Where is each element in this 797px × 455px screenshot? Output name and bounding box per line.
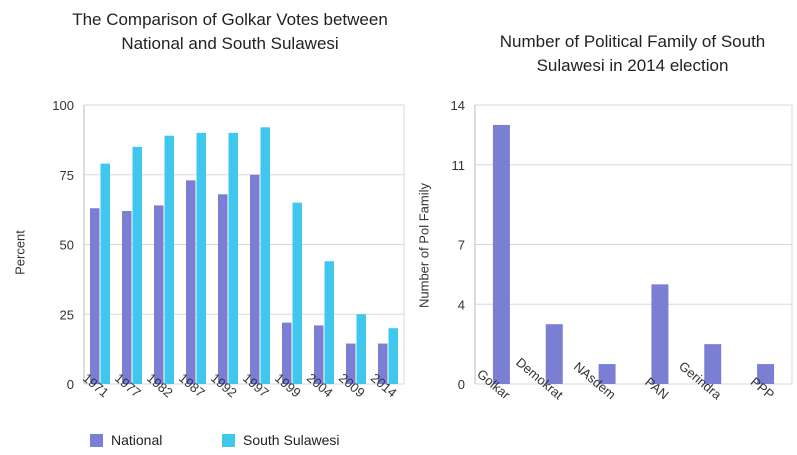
left-y-tick-label: 25 — [60, 307, 74, 322]
right-y-tick-label: 7 — [458, 238, 465, 253]
bar-south-sulawesi-2014 — [388, 328, 398, 384]
bar-national-1992 — [218, 194, 228, 384]
bar-nasdem — [598, 364, 616, 384]
bar-national-1987 — [186, 180, 196, 384]
bar-national-2004 — [314, 325, 324, 384]
bar-national-1982 — [154, 205, 164, 384]
left-y-tick-label: 0 — [67, 377, 74, 392]
right-y-tick-label: 4 — [458, 297, 465, 312]
legend-south-sulawesi-label: South Sulawesi — [243, 432, 340, 448]
legend-national: National — [90, 432, 162, 448]
bar-south-sulawesi-1999 — [292, 202, 302, 384]
right-y-tick-label: 11 — [452, 158, 466, 173]
left-y-tick-label: 75 — [60, 168, 74, 183]
right-y-tick-label: 0 — [458, 377, 465, 392]
bar-south-sulawesi-2009 — [356, 314, 366, 384]
bar-demokrat — [545, 324, 563, 384]
bar-south-sulawesi-1971 — [100, 163, 110, 384]
bar-national-1977 — [122, 211, 132, 384]
bar-south-sulawesi-1982 — [164, 135, 174, 384]
bar-national-2014 — [378, 343, 388, 384]
left-chart-title: The Comparison of Golkar Votes between N… — [72, 10, 388, 53]
bar-national-2009 — [346, 343, 356, 384]
bar-south-sulawesi-1997 — [260, 127, 270, 384]
bar-national-1999 — [282, 322, 292, 384]
bar-ppp — [757, 364, 775, 384]
legend-south-sulawesi: South Sulawesi — [222, 432, 340, 448]
bar-pan — [651, 284, 669, 384]
right-chart-title: Number of Political Family of South Sula… — [499, 32, 766, 75]
left-y-tick-label: 50 — [60, 238, 74, 253]
legend-south-sulawesi-swatch — [222, 433, 235, 447]
bar-golkar — [492, 124, 510, 384]
legend-national-swatch — [90, 433, 103, 447]
legend-national-label: National — [111, 432, 163, 448]
bar-south-sulawesi-1992 — [228, 132, 238, 384]
bar-gerindra — [704, 344, 722, 384]
bar-south-sulawesi-1977 — [132, 146, 142, 384]
right-y-tick-label: 14 — [451, 98, 465, 113]
bar-national-1971 — [90, 208, 100, 384]
bar-national-1997 — [250, 174, 260, 384]
bar-south-sulawesi-1987 — [196, 132, 206, 384]
bar-south-sulawesi-2004 — [324, 261, 334, 384]
left-y-tick-label: 100 — [52, 98, 74, 113]
